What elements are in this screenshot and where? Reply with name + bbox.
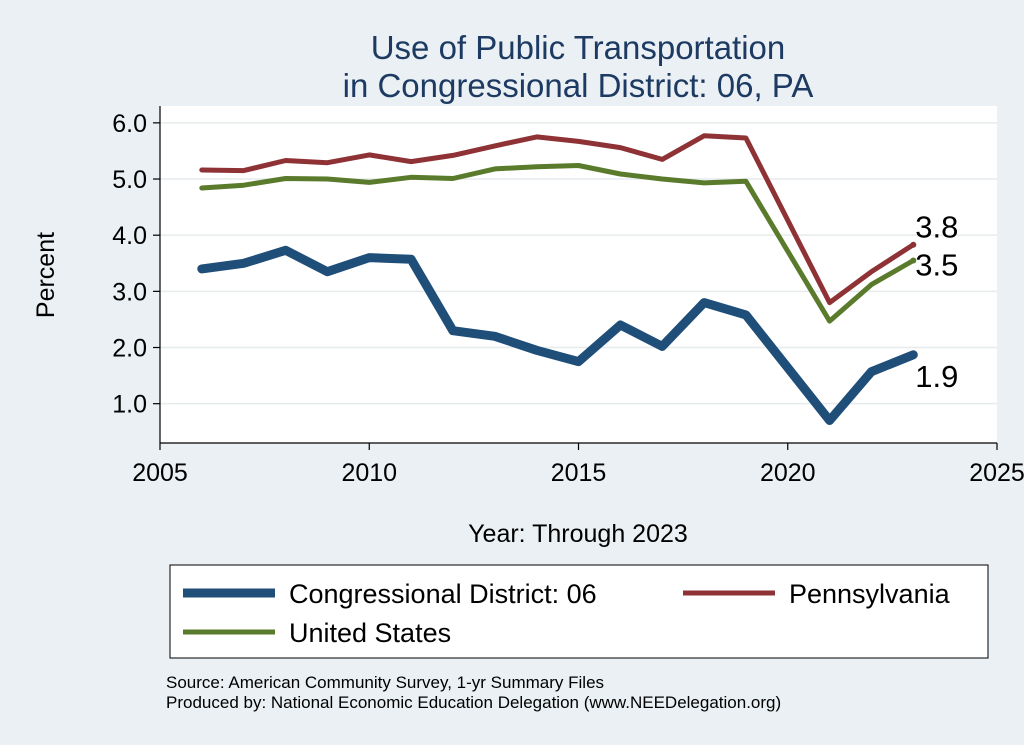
x-tick-labels: 2005 2010 2015 2020 2025 [132, 459, 1024, 487]
y-tick-label: 6.0 [112, 110, 147, 138]
legend-label-united-states: United States [289, 618, 451, 648]
series-line-congressional-district-06 [197, 245, 918, 425]
x-tick-label: 2005 [132, 459, 188, 487]
end-labels: 1.9 3.83.5 [910, 210, 958, 394]
series-lines [197, 133, 918, 425]
y-tick-label: 3.0 [112, 278, 147, 306]
series-end-marker [910, 257, 917, 264]
chart-title: Use of Public Transportation [371, 29, 786, 66]
chart-subtitle: in Congressional District: 06, PA [343, 67, 814, 104]
y-tick-labels: 1.0 2.0 3.0 4.0 5.0 6.0 [112, 110, 147, 419]
y-tick-label: 1.0 [112, 391, 147, 419]
axes [153, 106, 998, 450]
y-tick-label: 4.0 [112, 222, 147, 250]
x-tick-label: 2010 [341, 459, 397, 487]
y-axis-label: Percent [32, 232, 60, 318]
legend-box [169, 564, 989, 659]
x-tick-label: 2025 [969, 459, 1024, 487]
legend-label-congressional-district: Congressional District: 06 [289, 579, 597, 609]
source-note: Source: American Community Survey, 1-yr … [166, 673, 604, 692]
series-end-marker [910, 241, 917, 248]
x-tick-label: 2015 [551, 459, 607, 487]
x-axis-label: Year: Through 2023 [468, 520, 688, 548]
series-end-marker [910, 351, 917, 358]
series-line-pennsylvania [199, 133, 916, 306]
end-value-label: 3.8 [915, 210, 958, 245]
end-value-label: 1.9 [915, 359, 958, 394]
legend-label-pennsylvania: Pennsylvania [789, 579, 951, 609]
series-line-united-states [199, 163, 916, 324]
x-tick-label: 2020 [760, 459, 816, 487]
legend: Congressional District: 06 Pennsylvania … [169, 564, 989, 659]
y-tick-label: 5.0 [112, 166, 147, 194]
end-value-label: 3.5 [915, 247, 958, 282]
y-tick-label: 2.0 [112, 335, 147, 363]
producer-note: Produced by: National Economic Education… [166, 693, 781, 712]
